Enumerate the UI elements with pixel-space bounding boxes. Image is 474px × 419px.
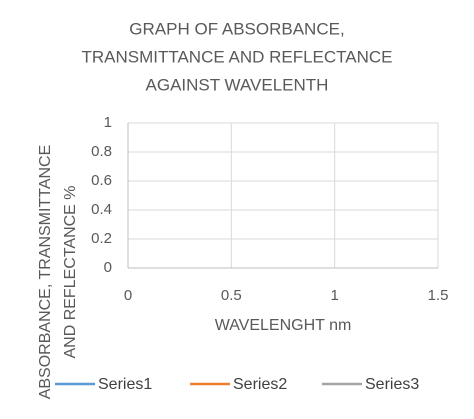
y-tick-label: 0 (104, 259, 112, 276)
chart-title: AGAINST WAVELENTH (146, 75, 329, 94)
y-axis-label: ABSORBANCE, TRANSMITTANCE (37, 145, 54, 400)
x-tick-label: 1 (330, 287, 338, 304)
y-tick-label: 0.6 (91, 172, 112, 189)
y-tick-label: 0.8 (91, 143, 112, 160)
x-tick-label: 0 (124, 287, 132, 304)
chart-title: TRANSMITTANCE AND REFLECTANCE (81, 47, 392, 66)
y-tick-label: 0.4 (91, 201, 112, 218)
legend-label: Series1 (98, 376, 152, 393)
y-tick-label: 0.2 (91, 230, 112, 247)
y-axis-label: AND REFLECTANCE % (62, 185, 79, 358)
x-tick-label: 1.5 (428, 287, 449, 304)
legend-label: Series2 (233, 376, 287, 393)
y-tick-label: 1 (104, 114, 112, 131)
x-axis-label: WAVELENGHT nm (215, 317, 352, 334)
legend-label: Series3 (365, 376, 419, 393)
x-tick-label: 0.5 (221, 287, 242, 304)
chart-title: GRAPH OF ABSORBANCE, (129, 19, 344, 38)
